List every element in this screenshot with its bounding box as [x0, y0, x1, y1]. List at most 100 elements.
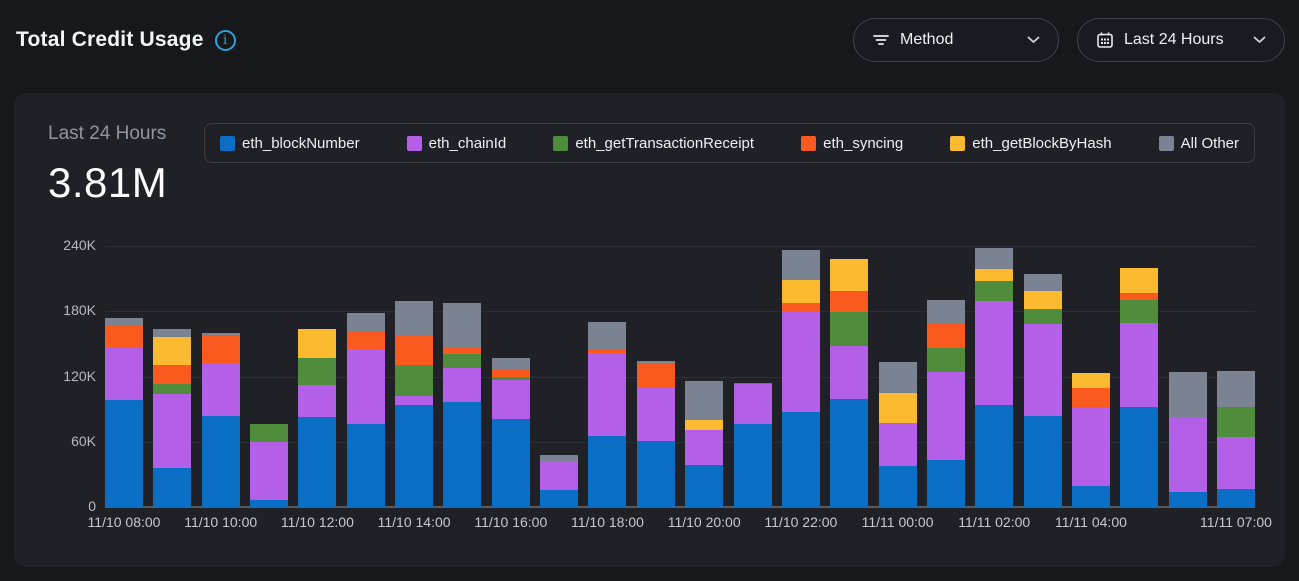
bar-stack[interactable]: [1168, 372, 1207, 507]
bar-stack[interactable]: [201, 333, 240, 507]
bar-segment: [491, 370, 530, 377]
bar-segment: [395, 404, 434, 507]
bar-segment: [201, 333, 240, 337]
title-row: Total Credit Usage i: [16, 28, 236, 52]
bar-stack[interactable]: [346, 313, 385, 507]
x-tick-label: 11/10 08:00: [87, 514, 161, 530]
bar-segment: [830, 346, 869, 400]
bar-stack[interactable]: [636, 361, 675, 507]
legend-item-eth-chainid[interactable]: eth_chainId: [406, 134, 507, 152]
bar-segment: [201, 415, 240, 507]
legend-item-eth-gettransactionreceipt[interactable]: eth_getTransactionReceipt: [553, 135, 754, 152]
bar-stack[interactable]: [975, 248, 1014, 507]
info-icon[interactable]: i: [214, 29, 236, 51]
bar-segment: [346, 424, 385, 507]
bar-segment: [685, 420, 724, 430]
bar-stack[interactable]: [685, 380, 724, 507]
bar-stack[interactable]: [540, 454, 579, 507]
bar-segment: [153, 467, 192, 507]
bar-segment: [1120, 406, 1159, 507]
bar-stack[interactable]: [1217, 371, 1255, 507]
bar-segment: [250, 441, 289, 501]
y-tick-label: 240K: [63, 237, 96, 253]
bar-segment: [540, 454, 579, 462]
bar-stack[interactable]: [298, 328, 337, 507]
y-tick-label: 60K: [71, 432, 96, 449]
bar-stack[interactable]: [878, 362, 917, 507]
chevron-down-icon: [1253, 36, 1266, 43]
bar-segment: [685, 429, 724, 465]
bar-stack[interactable]: [1120, 267, 1159, 507]
bar-stack[interactable]: [733, 383, 772, 507]
time-range-dropdown[interactable]: Last 24 Hours: [1077, 18, 1285, 62]
summary: Last 24 Hours 3.81M: [48, 123, 167, 207]
bar-segment: [1168, 417, 1207, 492]
bar-stack[interactable]: [250, 424, 289, 507]
summary-total-value: 3.81M: [48, 159, 168, 206]
bar-segment: [781, 302, 820, 313]
bar-segment: [346, 349, 385, 425]
bar-stack[interactable]: [395, 301, 434, 507]
bar-segment: [1023, 290, 1062, 310]
bar-stack[interactable]: [781, 250, 820, 507]
bar-segment: [588, 436, 627, 507]
bar-stack[interactable]: [105, 317, 143, 507]
x-tick-label: 11/10 20:00: [667, 514, 741, 530]
method-filter-dropdown[interactable]: Method: [853, 18, 1059, 62]
bar-segment: [1071, 408, 1110, 487]
bar-segment: [830, 399, 869, 507]
bar-segment: [685, 380, 724, 420]
bar-segment: [685, 464, 724, 507]
bar-stack[interactable]: [443, 302, 482, 507]
y-tick-label: 120K: [63, 367, 96, 384]
stacked-bar-chart: 0 60K 120K 180K 240K 11/10 08:00 11/10 10:00 11…: [14, 237, 1285, 543]
bar-segment: [588, 322, 627, 351]
bar-stack[interactable]: [153, 328, 192, 507]
bar-segment: [153, 328, 192, 338]
bar-segment: [443, 302, 482, 349]
bar-segment: [1168, 491, 1207, 507]
time-range-dropdown-label: Last 24 Hours: [1124, 31, 1224, 48]
bar-segment: [443, 348, 482, 354]
page-title: Total Credit Usage: [16, 28, 204, 51]
legend-item-all-other[interactable]: All Other: [1158, 135, 1239, 152]
bar-segment: [781, 250, 820, 280]
bar-segment: [878, 465, 917, 507]
legend-swatch: [406, 135, 422, 151]
bar-segment: [926, 460, 965, 507]
bar-segment: [636, 388, 675, 441]
header: Total Credit Usage i Method: [16, 0, 1285, 80]
bar-stack[interactable]: [491, 358, 530, 507]
calendar-icon: [1097, 32, 1113, 48]
bar-segment: [153, 384, 192, 394]
gridline: [105, 246, 1255, 247]
bar-segment: [926, 348, 965, 373]
legend-item-eth-blocknumber[interactable]: eth_blockNumber: [220, 135, 360, 152]
bar-segment: [636, 440, 675, 507]
bar-segment: [588, 350, 627, 353]
bar-stack[interactable]: [588, 322, 627, 507]
bar-segment: [975, 404, 1014, 507]
legend-label: eth_getBlockByHash: [972, 134, 1112, 152]
bar-stack[interactable]: [830, 259, 869, 507]
bar-segment: [105, 348, 143, 401]
legend-swatch: [801, 135, 817, 151]
bar-segment: [975, 280, 1014, 302]
bar-stack[interactable]: [926, 300, 965, 507]
bar-segment: [781, 312, 820, 413]
bar-stack[interactable]: [1071, 373, 1110, 507]
bar-segment: [540, 461, 579, 490]
bar-segment: [1023, 324, 1062, 416]
bar-segment: [105, 325, 143, 349]
legend-item-eth-getblockbyhash[interactable]: eth_getBlockByHash: [950, 134, 1112, 152]
legend-label: eth_chainId: [428, 134, 507, 152]
bar-stack[interactable]: [1023, 274, 1062, 507]
bar-segment: [395, 364, 434, 397]
x-tick-label: 11/11 04:00: [1055, 514, 1127, 530]
legend-item-eth-syncing[interactable]: eth_syncing: [801, 135, 903, 152]
bar-segment: [443, 401, 482, 507]
bar-segment: [298, 328, 337, 359]
legend: eth_blockNumber eth_chainId eth_getTrans…: [204, 123, 1255, 163]
bar-segment: [733, 383, 772, 385]
